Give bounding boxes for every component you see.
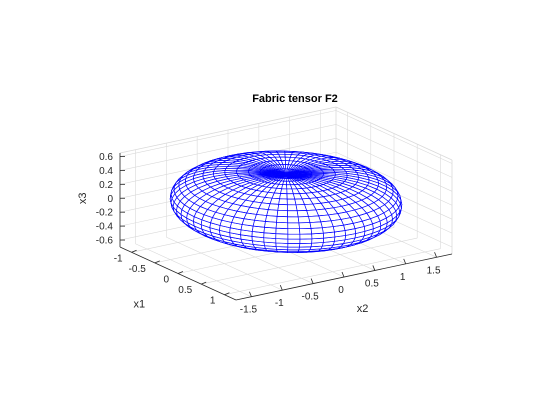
surface-patch bbox=[287, 228, 301, 235]
x1-tick-label: 0.5 bbox=[178, 285, 192, 296]
tick-labels: -0.6-0.4-0.200.20.40.6-1-0.500.51-1.5-1-… bbox=[96, 152, 441, 316]
x2-tick-label: -1.5 bbox=[240, 305, 258, 316]
x1-axis-label: x1 bbox=[133, 299, 145, 311]
x2-tick bbox=[372, 265, 376, 271]
x2-axis-label: x2 bbox=[357, 303, 369, 315]
floor-grid-line bbox=[135, 243, 252, 297]
surface-patch bbox=[287, 233, 301, 240]
wall-edge bbox=[119, 106, 337, 154]
surface-patch bbox=[282, 180, 287, 186]
surface-patch bbox=[299, 233, 313, 240]
surface-patch bbox=[309, 221, 323, 229]
surface-patch bbox=[277, 204, 288, 212]
surface-patch bbox=[278, 153, 286, 158]
x2-tick-label: -0.5 bbox=[302, 292, 320, 303]
x2-tick bbox=[279, 284, 283, 291]
floor-grid-line bbox=[166, 236, 283, 291]
x3-tick-label: 0 bbox=[107, 194, 113, 205]
x2-tick-label: -1 bbox=[275, 298, 284, 309]
x1-tick bbox=[154, 260, 160, 264]
surface-patch bbox=[241, 218, 255, 227]
x2-tick bbox=[434, 252, 437, 258]
surface-patch bbox=[276, 209, 288, 218]
x2-tick bbox=[249, 291, 252, 297]
x3-tick-label: -0.6 bbox=[96, 236, 114, 247]
wall-grid-line bbox=[119, 124, 337, 171]
surface-patch bbox=[266, 209, 279, 217]
x3-tick-label: 0.6 bbox=[99, 152, 113, 163]
surface-patch bbox=[280, 188, 288, 195]
surface-patch bbox=[287, 246, 300, 251]
surface-patch bbox=[278, 198, 288, 206]
wall-edge bbox=[335, 106, 453, 161]
surface-patch bbox=[299, 228, 313, 235]
x2-tick-label: 0 bbox=[338, 285, 344, 296]
surface-patch bbox=[281, 184, 288, 190]
x3-tick-label: -0.4 bbox=[96, 222, 114, 233]
x2-tick bbox=[310, 278, 314, 284]
surface-patch bbox=[287, 210, 299, 218]
surface-patch bbox=[287, 216, 300, 224]
x3-tick-label: 0.2 bbox=[99, 180, 113, 191]
surface-patch bbox=[275, 227, 289, 235]
surface-patch bbox=[269, 197, 280, 205]
wall-grid-line bbox=[335, 110, 453, 164]
surface-patch bbox=[287, 238, 301, 244]
surface-patch bbox=[264, 221, 277, 229]
x1-tick bbox=[224, 292, 230, 296]
x1-tick-label: -1 bbox=[114, 253, 123, 264]
wall-grid-line bbox=[335, 151, 453, 206]
surface-patch bbox=[298, 222, 312, 230]
x1-tick-label: 0 bbox=[163, 275, 169, 286]
axes-box bbox=[119, 153, 453, 301]
surface-patch bbox=[279, 193, 288, 200]
x2-tick-label: 1.5 bbox=[427, 265, 441, 276]
x1-tick-label: -0.5 bbox=[129, 264, 147, 275]
surface-patch bbox=[299, 238, 313, 244]
wall-grid-line bbox=[335, 124, 453, 178]
surface-patch bbox=[252, 219, 266, 228]
x3-tick-label: 0.4 bbox=[99, 166, 113, 177]
chart-title: Fabric tensor F2 bbox=[252, 93, 338, 105]
surface-patch bbox=[275, 233, 289, 240]
x3-tick-label: -0.2 bbox=[96, 208, 114, 219]
surface-patch bbox=[287, 243, 301, 248]
surface-patch bbox=[275, 221, 289, 229]
surface-patch bbox=[287, 204, 298, 212]
x2-tick bbox=[341, 271, 345, 278]
surface-patch bbox=[308, 215, 322, 223]
surface-patch bbox=[320, 220, 334, 229]
x1-tick bbox=[131, 249, 137, 253]
x1-tick bbox=[177, 271, 184, 274]
x2-tick-label: 0.5 bbox=[365, 278, 379, 289]
x2-tick-label: 1 bbox=[400, 272, 406, 283]
x2-tick bbox=[403, 258, 407, 265]
wall-grid-line bbox=[335, 138, 453, 192]
surface-patch bbox=[297, 216, 311, 224]
x1-tick-label: 1 bbox=[210, 296, 216, 307]
x1-tick bbox=[201, 281, 207, 285]
surface-mesh bbox=[169, 150, 403, 253]
surface-patch bbox=[287, 222, 300, 230]
surface-patch bbox=[276, 215, 289, 224]
wall-grid-line bbox=[119, 110, 337, 157]
surface-patch bbox=[267, 203, 280, 211]
x3-axis-label: x3 bbox=[77, 192, 89, 204]
